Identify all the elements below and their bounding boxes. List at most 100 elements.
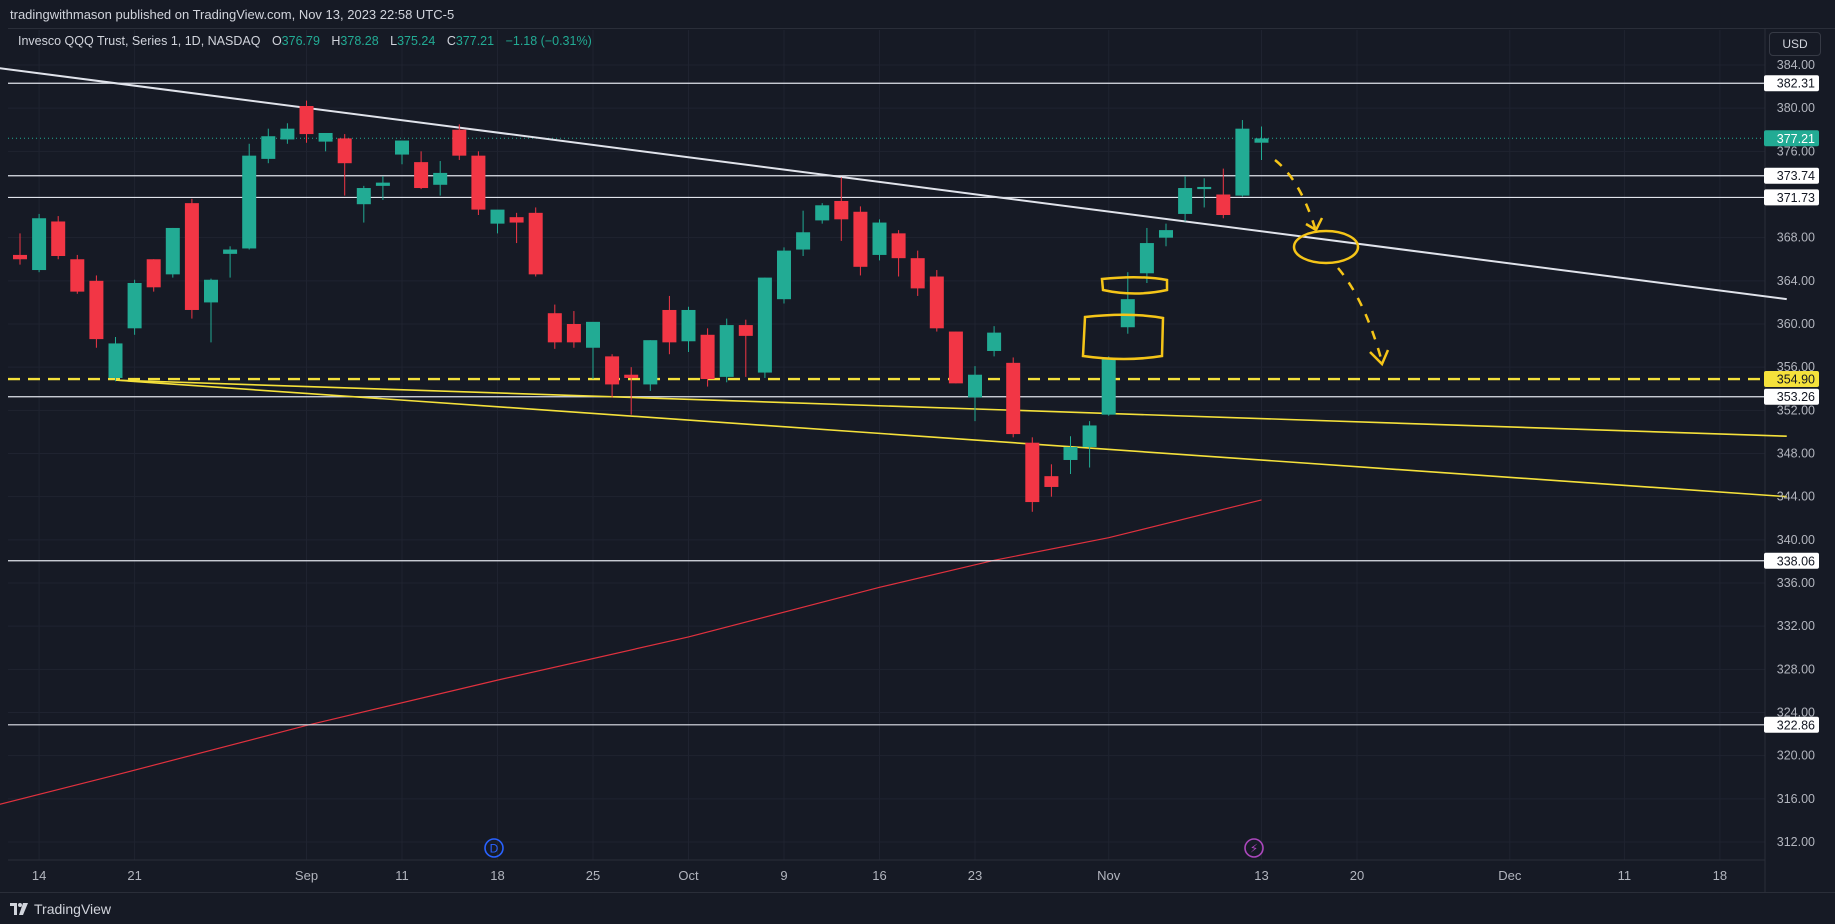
candle-body[interactable] [1254, 138, 1269, 143]
candle-body[interactable] [948, 331, 963, 384]
candle-body[interactable] [1006, 362, 1021, 435]
candle-body[interactable] [968, 374, 982, 398]
candle-body[interactable] [146, 259, 161, 288]
candle-body[interactable] [89, 280, 104, 340]
candle-body[interactable] [815, 205, 830, 221]
candle-body[interactable] [1044, 476, 1059, 487]
level-price-label: 338.06 [1777, 554, 1815, 568]
candle-body[interactable] [299, 106, 314, 135]
candle-body[interactable] [834, 200, 849, 220]
price-tick-label: 380.00 [1777, 101, 1815, 115]
candle-body[interactable] [1235, 128, 1250, 196]
candle-body[interactable] [452, 129, 467, 156]
candle-body[interactable] [51, 221, 66, 257]
candle-body[interactable] [566, 324, 581, 343]
candle-body[interactable] [204, 279, 218, 303]
resistance-trendline [0, 67, 1787, 301]
candle-body[interactable] [528, 212, 543, 275]
level-price-tag [1764, 552, 1819, 569]
candle-body[interactable] [853, 211, 868, 267]
candle-body[interactable] [586, 321, 600, 348]
earnings-marker-icon[interactable] [1244, 838, 1264, 858]
hand-drawn-projection-arrow [1337, 267, 1384, 363]
currency-button[interactable]: USD [1769, 32, 1821, 56]
candle-body[interactable] [32, 218, 47, 271]
candle-body[interactable] [910, 258, 925, 289]
candle-body[interactable] [1178, 188, 1193, 214]
candle-body[interactable] [643, 340, 658, 385]
candle-body[interactable] [356, 188, 371, 205]
price-tick-label: 320.00 [1777, 749, 1815, 763]
dividend-marker-icon[interactable] [484, 838, 504, 858]
price-tick-label: 348.00 [1777, 447, 1815, 461]
candle-body[interactable] [490, 209, 505, 224]
dividend-marker-label: D [490, 842, 499, 856]
candle-body[interactable] [796, 232, 811, 250]
candle-body[interactable] [1082, 425, 1097, 448]
candle-body[interactable] [1101, 358, 1116, 415]
price-tick-label: 352.00 [1777, 403, 1815, 417]
candle-body[interactable] [929, 276, 944, 329]
candle-body[interactable] [414, 162, 429, 189]
candle-body[interactable] [242, 155, 257, 249]
candle-body[interactable] [280, 128, 295, 140]
candle-body[interactable] [1197, 186, 1212, 190]
candle-body[interactable] [872, 222, 887, 255]
price-tick-label: 340.00 [1777, 533, 1815, 547]
candle-body[interactable] [261, 136, 276, 159]
candle-body[interactable] [375, 182, 390, 186]
candle-body[interactable] [681, 309, 696, 342]
candle-body[interactable] [1139, 243, 1154, 274]
candle-body[interactable] [1063, 447, 1078, 460]
tradingview-brand[interactable]: TradingView [10, 901, 111, 917]
time-tick-label: Sep [295, 868, 318, 883]
symbol-legend: Invesco QQQ Trust, Series 1, 1D, NASDAQ … [18, 34, 592, 48]
candle-body[interactable] [1216, 194, 1231, 216]
candle-body[interactable] [318, 132, 333, 142]
candle-body[interactable] [624, 374, 639, 378]
earnings-marker-label: ⚡ [1250, 842, 1258, 856]
candle-body[interactable] [605, 356, 620, 385]
tradingview-logo-icon [10, 903, 28, 915]
candle-body[interactable] [987, 332, 1002, 351]
candle-body[interactable] [738, 325, 753, 336]
candle-body[interactable] [471, 155, 486, 210]
candle-body[interactable] [719, 325, 734, 377]
candle-body[interactable] [13, 254, 27, 260]
candle-body[interactable] [127, 282, 142, 329]
arrowhead-icon [1305, 217, 1324, 232]
price-tick-label: 360.00 [1777, 317, 1815, 331]
price-tick-label: 356.00 [1777, 360, 1815, 374]
candle-body[interactable] [223, 249, 238, 254]
candle-body[interactable] [433, 172, 448, 185]
candle-body[interactable] [777, 250, 791, 300]
time-tick-label: Oct [678, 868, 699, 883]
published-text: tradingwithmason published on TradingVie… [10, 7, 455, 22]
candle-body[interactable] [1025, 442, 1040, 503]
candle-body[interactable] [184, 203, 199, 310]
candle-body[interactable] [165, 227, 180, 275]
candle-body[interactable] [547, 313, 562, 343]
candle-body[interactable] [1159, 230, 1173, 238]
candle-body[interactable] [662, 309, 677, 343]
candle-body[interactable] [395, 140, 409, 155]
candle-body[interactable] [700, 334, 715, 380]
dashed-level-price-tag [1764, 371, 1819, 388]
candle-body[interactable] [891, 233, 906, 259]
time-tick-label: 9 [780, 868, 787, 883]
time-tick-label: 14 [32, 868, 46, 883]
hand-drawn-arrow-down [1274, 159, 1317, 229]
candle-body[interactable] [108, 343, 123, 378]
candle-body[interactable] [1120, 299, 1135, 328]
price-chart[interactable]: 384.00 380.00 376.00 368.00 364.00 360.00 356.… [0, 0, 1835, 892]
time-tick-label: 11 [395, 868, 409, 883]
candle-body[interactable] [509, 217, 524, 223]
open-value: 376.79 [281, 34, 320, 48]
candle-body[interactable] [337, 138, 352, 164]
arrowhead-icon [1369, 349, 1390, 367]
time-tick-label: 13 [1254, 868, 1268, 883]
candle-body[interactable] [757, 277, 772, 373]
level-price-label: 373.74 [1777, 169, 1815, 183]
level-price-tag [1764, 189, 1819, 206]
candle-body[interactable] [70, 259, 85, 292]
